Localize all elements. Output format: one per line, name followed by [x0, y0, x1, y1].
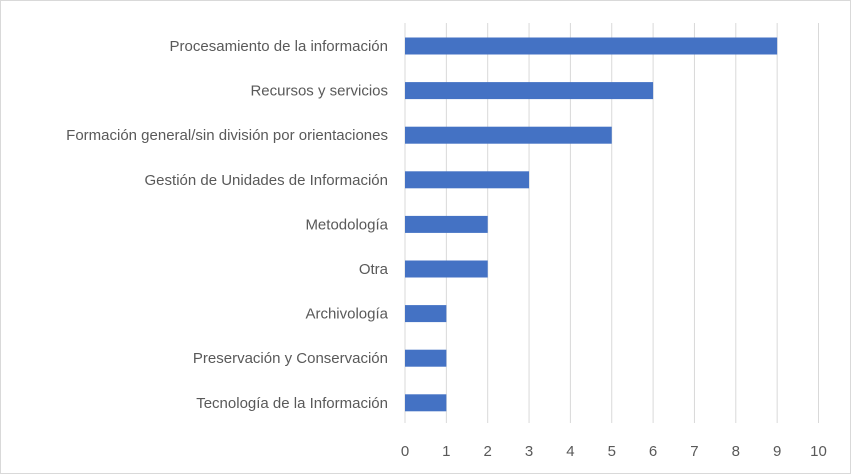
bar: [405, 349, 447, 367]
x-tick-label: 0: [401, 443, 409, 460]
bar: [405, 171, 530, 189]
x-tick-label: 9: [773, 443, 781, 460]
bar: [405, 82, 654, 100]
x-tick-label: 1: [442, 443, 450, 460]
x-tick-label: 2: [484, 443, 492, 460]
x-tick-label: 5: [608, 443, 616, 460]
x-tick-label: 8: [732, 443, 740, 460]
category-label: Tecnología de la Información: [196, 395, 388, 412]
x-tick-label: 10: [810, 443, 827, 460]
category-label: Gestión de Unidades de Información: [145, 172, 388, 189]
category-label: Recursos y servicios: [250, 83, 388, 100]
x-tick-label: 4: [566, 443, 574, 460]
bar: [405, 126, 612, 144]
category-label: Preservación y Conservación: [193, 350, 388, 367]
category-label: Otra: [359, 261, 389, 278]
bar: [405, 260, 488, 278]
x-tick-label: 3: [525, 443, 533, 460]
x-tick-label: 7: [690, 443, 698, 460]
category-label: Procesamiento de la información: [170, 38, 388, 55]
category-labels: Procesamiento de la información Recursos …: [66, 38, 388, 412]
x-tick-labels: 0 1 2 3 4 5 6 7 8 9 10: [401, 443, 827, 460]
bar: [405, 215, 488, 233]
category-label: Archivología: [305, 306, 388, 323]
category-label: Formación general/sin división por orien…: [66, 127, 388, 144]
category-label: Metodología: [305, 216, 388, 233]
x-tick-label: 6: [649, 443, 657, 460]
bar: [405, 305, 447, 323]
bars: [405, 37, 778, 412]
bar: [405, 394, 447, 412]
bar: [405, 37, 778, 55]
